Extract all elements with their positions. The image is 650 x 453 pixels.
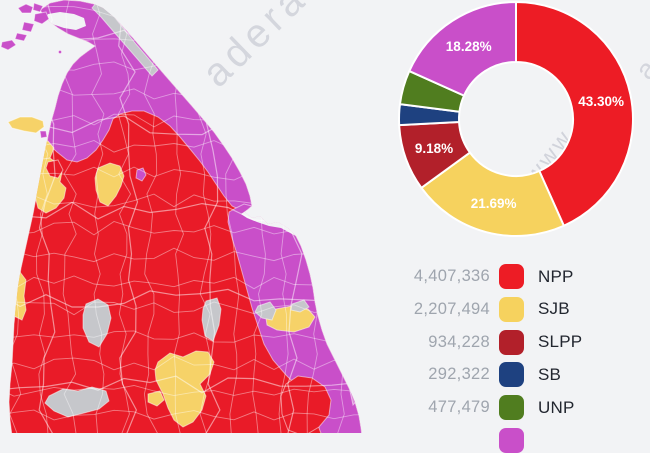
legend-row-npp: 4,407,336 NPP [395, 264, 582, 289]
patch-northwest-yellow[interactable] [94, 162, 125, 207]
vote-share-donut-chart[interactable]: 43.30% 21.69% 9.18% 18.28% [385, 0, 650, 245]
jaffna-islands[interactable] [0, 2, 63, 55]
donut-label-other: 18.28% [446, 39, 492, 54]
legend-row-slpp: 934,228 SLPP [395, 329, 583, 355]
legend-swatch [499, 362, 524, 388]
legend-label: UNP [538, 397, 575, 417]
patch-magenta-enclave[interactable] [135, 167, 147, 182]
legend-label: SJB [538, 299, 570, 319]
election-map[interactable] [0, 0, 400, 433]
patch-central-yellow[interactable] [154, 350, 215, 428]
legend-value: 292,322 [428, 365, 490, 384]
legend-value: 477,479 [428, 398, 490, 417]
donut-label-sjb: 21.69% [471, 196, 517, 211]
donut-slice-sjb[interactable] [420, 151, 565, 237]
donut-label-slpp: 9.18% [415, 141, 453, 156]
legend-swatch [499, 329, 524, 355]
mannar-island[interactable] [7, 116, 48, 139]
legend-label: SLPP [538, 332, 583, 352]
legend-value: 2,207,494 [413, 299, 490, 318]
donut-label-npp: 43.30% [578, 94, 624, 109]
patch-central-gray-1[interactable] [82, 298, 112, 348]
patch-coast-pink-1[interactable] [339, 329, 356, 350]
patch-southwest-gray[interactable] [44, 386, 110, 418]
patch-coast-pink-3[interactable] [328, 290, 343, 309]
patch-east-gray-1[interactable] [254, 301, 277, 321]
legend-row-sb: 292,322 SB [395, 362, 582, 388]
patch-east-gray-3[interactable] [346, 339, 360, 358]
legend-swatch [499, 296, 524, 322]
legend-swatch [499, 264, 524, 289]
donut-slice-other[interactable] [408, 1, 517, 97]
party-legend: 4,407,336 NPP 2,207,494 SJB 934,228 SLPP 292,3… [395, 264, 582, 453]
jaffna-lagoon-notch [46, 12, 86, 30]
legend-swatch [499, 427, 524, 453]
legend-value: 4,407,336 [413, 267, 490, 285]
legend-value: 934,228 [428, 332, 490, 351]
region-southeast-red[interactable] [280, 375, 332, 433]
patch-central-yellow-small[interactable] [147, 390, 165, 407]
donut-slice-npp[interactable] [515, 1, 634, 227]
legend-label: NPP [538, 266, 574, 286]
legend-row-sjb: 2,207,494 SJB [395, 296, 582, 322]
legend-row-unp: 477,479 UNP [395, 395, 582, 421]
legend-swatch [499, 395, 524, 421]
legend-label: SB [538, 364, 562, 384]
legend-row-partial [395, 427, 582, 453]
